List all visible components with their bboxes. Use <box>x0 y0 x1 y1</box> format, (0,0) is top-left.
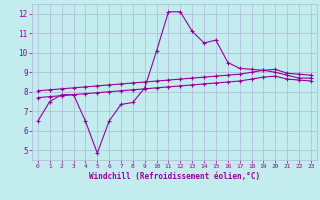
X-axis label: Windchill (Refroidissement éolien,°C): Windchill (Refroidissement éolien,°C) <box>89 172 260 181</box>
